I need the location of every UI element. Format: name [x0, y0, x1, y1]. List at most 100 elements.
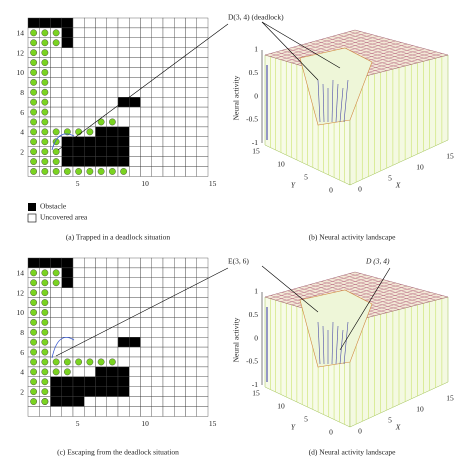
cell — [196, 17, 209, 29]
cell — [196, 57, 209, 68]
cell — [72, 307, 85, 318]
path-dot — [30, 168, 38, 175]
cell — [151, 77, 164, 88]
mesh-line — [349, 273, 442, 299]
cell — [151, 96, 164, 108]
cell — [174, 356, 186, 368]
y-tick-label: 10 — [277, 402, 285, 411]
cell — [162, 356, 175, 368]
cell — [140, 146, 152, 157]
path-dot — [30, 348, 38, 356]
mesh-line — [343, 32, 436, 59]
path-dot — [30, 158, 38, 165]
mesh-line — [321, 39, 412, 65]
cell — [84, 106, 96, 118]
cell — [50, 96, 62, 108]
path-dot — [97, 168, 105, 175]
cell — [72, 27, 85, 38]
cell — [185, 96, 197, 108]
cell — [95, 146, 107, 157]
cell — [95, 126, 107, 138]
cell — [196, 356, 209, 368]
y-axis-label: Y — [291, 423, 296, 432]
cell — [174, 346, 186, 358]
cell — [50, 386, 62, 397]
cell — [106, 317, 119, 328]
cell — [174, 17, 186, 29]
cell — [84, 257, 96, 269]
cell — [140, 156, 152, 167]
cell — [185, 146, 197, 157]
path-dot — [41, 338, 49, 346]
cell — [129, 57, 141, 68]
cell — [174, 277, 186, 288]
path-dot — [41, 289, 49, 297]
cell — [117, 156, 130, 167]
caption: (d) Neural activity landscape — [309, 448, 397, 457]
cell — [117, 277, 130, 288]
cell — [129, 406, 141, 417]
pit-line — [317, 321, 321, 365]
cell — [106, 37, 119, 48]
y-tick-label: 5 — [304, 415, 308, 424]
path-dot — [30, 378, 38, 386]
cell — [196, 47, 209, 58]
path-dot — [30, 69, 38, 76]
leader-line — [55, 267, 229, 357]
y-tick-label: 14 — [17, 269, 25, 278]
pit-line — [335, 83, 339, 123]
cell — [196, 126, 209, 138]
path-dot — [41, 148, 49, 156]
cell — [27, 257, 40, 269]
pit-line — [343, 321, 349, 365]
cell — [117, 27, 130, 38]
path-dot — [41, 378, 49, 386]
cell — [61, 67, 74, 78]
path-dot — [41, 49, 49, 57]
path-dot — [30, 279, 38, 287]
cell — [117, 267, 130, 278]
mesh-line — [332, 36, 424, 62]
x-tick-label: 10 — [141, 419, 149, 428]
cell — [106, 366, 119, 377]
cell — [151, 27, 164, 38]
cell — [106, 87, 119, 98]
y-tick-label: 15 — [252, 389, 260, 398]
cell — [50, 307, 62, 318]
cell — [185, 277, 197, 288]
cell — [162, 327, 175, 338]
cell — [72, 406, 85, 417]
cell — [196, 386, 209, 397]
path-dot — [30, 78, 38, 86]
cell — [106, 406, 119, 417]
leader-line — [261, 21, 341, 69]
cell — [106, 337, 119, 348]
cell — [106, 27, 119, 38]
cell — [196, 307, 209, 318]
pit-line — [335, 325, 339, 365]
path-dot — [52, 269, 60, 277]
cell — [95, 386, 107, 397]
cell — [151, 317, 164, 328]
cell — [61, 386, 74, 397]
cell — [50, 327, 62, 338]
y-tick-label: 12 — [17, 288, 25, 297]
cell — [72, 77, 85, 88]
cell — [117, 396, 130, 407]
cell — [72, 366, 85, 377]
cell — [95, 297, 107, 308]
cell — [84, 87, 96, 98]
cell — [196, 406, 209, 417]
cell — [72, 57, 85, 68]
cell — [106, 146, 119, 157]
caption: (a) Trapped in a deadlock situation — [66, 233, 171, 242]
path-dot — [108, 168, 116, 175]
cell — [140, 126, 152, 138]
cell — [84, 116, 96, 128]
cell — [61, 106, 74, 118]
cell — [84, 297, 96, 308]
path-dot — [30, 309, 38, 316]
cell — [84, 96, 96, 108]
cell — [140, 337, 152, 348]
path-dot — [63, 168, 71, 175]
